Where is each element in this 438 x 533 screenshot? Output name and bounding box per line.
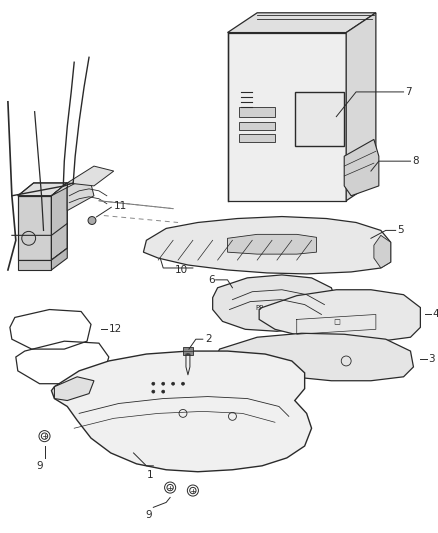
Text: PP: PP [255,304,263,311]
Polygon shape [346,13,376,201]
Polygon shape [18,183,67,196]
Text: 8: 8 [413,156,419,166]
Polygon shape [240,122,275,130]
Text: 7: 7 [406,87,412,97]
Polygon shape [54,377,94,400]
Polygon shape [183,347,193,355]
Polygon shape [240,107,275,117]
Text: 5: 5 [398,225,404,236]
Text: 9: 9 [145,510,152,520]
Text: 11: 11 [114,200,127,211]
Polygon shape [227,13,376,33]
Text: 6: 6 [208,275,215,285]
Polygon shape [18,196,51,260]
Circle shape [152,390,155,393]
Circle shape [152,382,155,385]
Text: 10: 10 [175,265,188,275]
Polygon shape [143,216,391,274]
Polygon shape [213,275,336,332]
Polygon shape [51,248,67,270]
Polygon shape [227,33,346,201]
Text: 12: 12 [109,324,122,334]
Circle shape [88,216,96,224]
Polygon shape [51,176,94,211]
Polygon shape [374,236,391,268]
Text: 1: 1 [147,470,154,480]
Polygon shape [240,134,275,142]
Polygon shape [227,235,317,254]
Polygon shape [259,290,420,341]
Text: 4: 4 [432,310,438,319]
Polygon shape [51,351,311,472]
Text: 9: 9 [36,461,43,471]
Polygon shape [18,260,51,270]
Text: 3: 3 [428,354,435,364]
Polygon shape [51,183,67,260]
Text: 2: 2 [205,334,212,344]
Polygon shape [218,333,413,381]
Circle shape [181,382,184,385]
Polygon shape [344,140,379,196]
Text: ◻: ◻ [333,317,340,326]
Circle shape [162,382,165,385]
Circle shape [22,231,35,245]
Polygon shape [295,92,344,147]
Circle shape [162,390,165,393]
Polygon shape [67,166,114,186]
Circle shape [172,382,175,385]
